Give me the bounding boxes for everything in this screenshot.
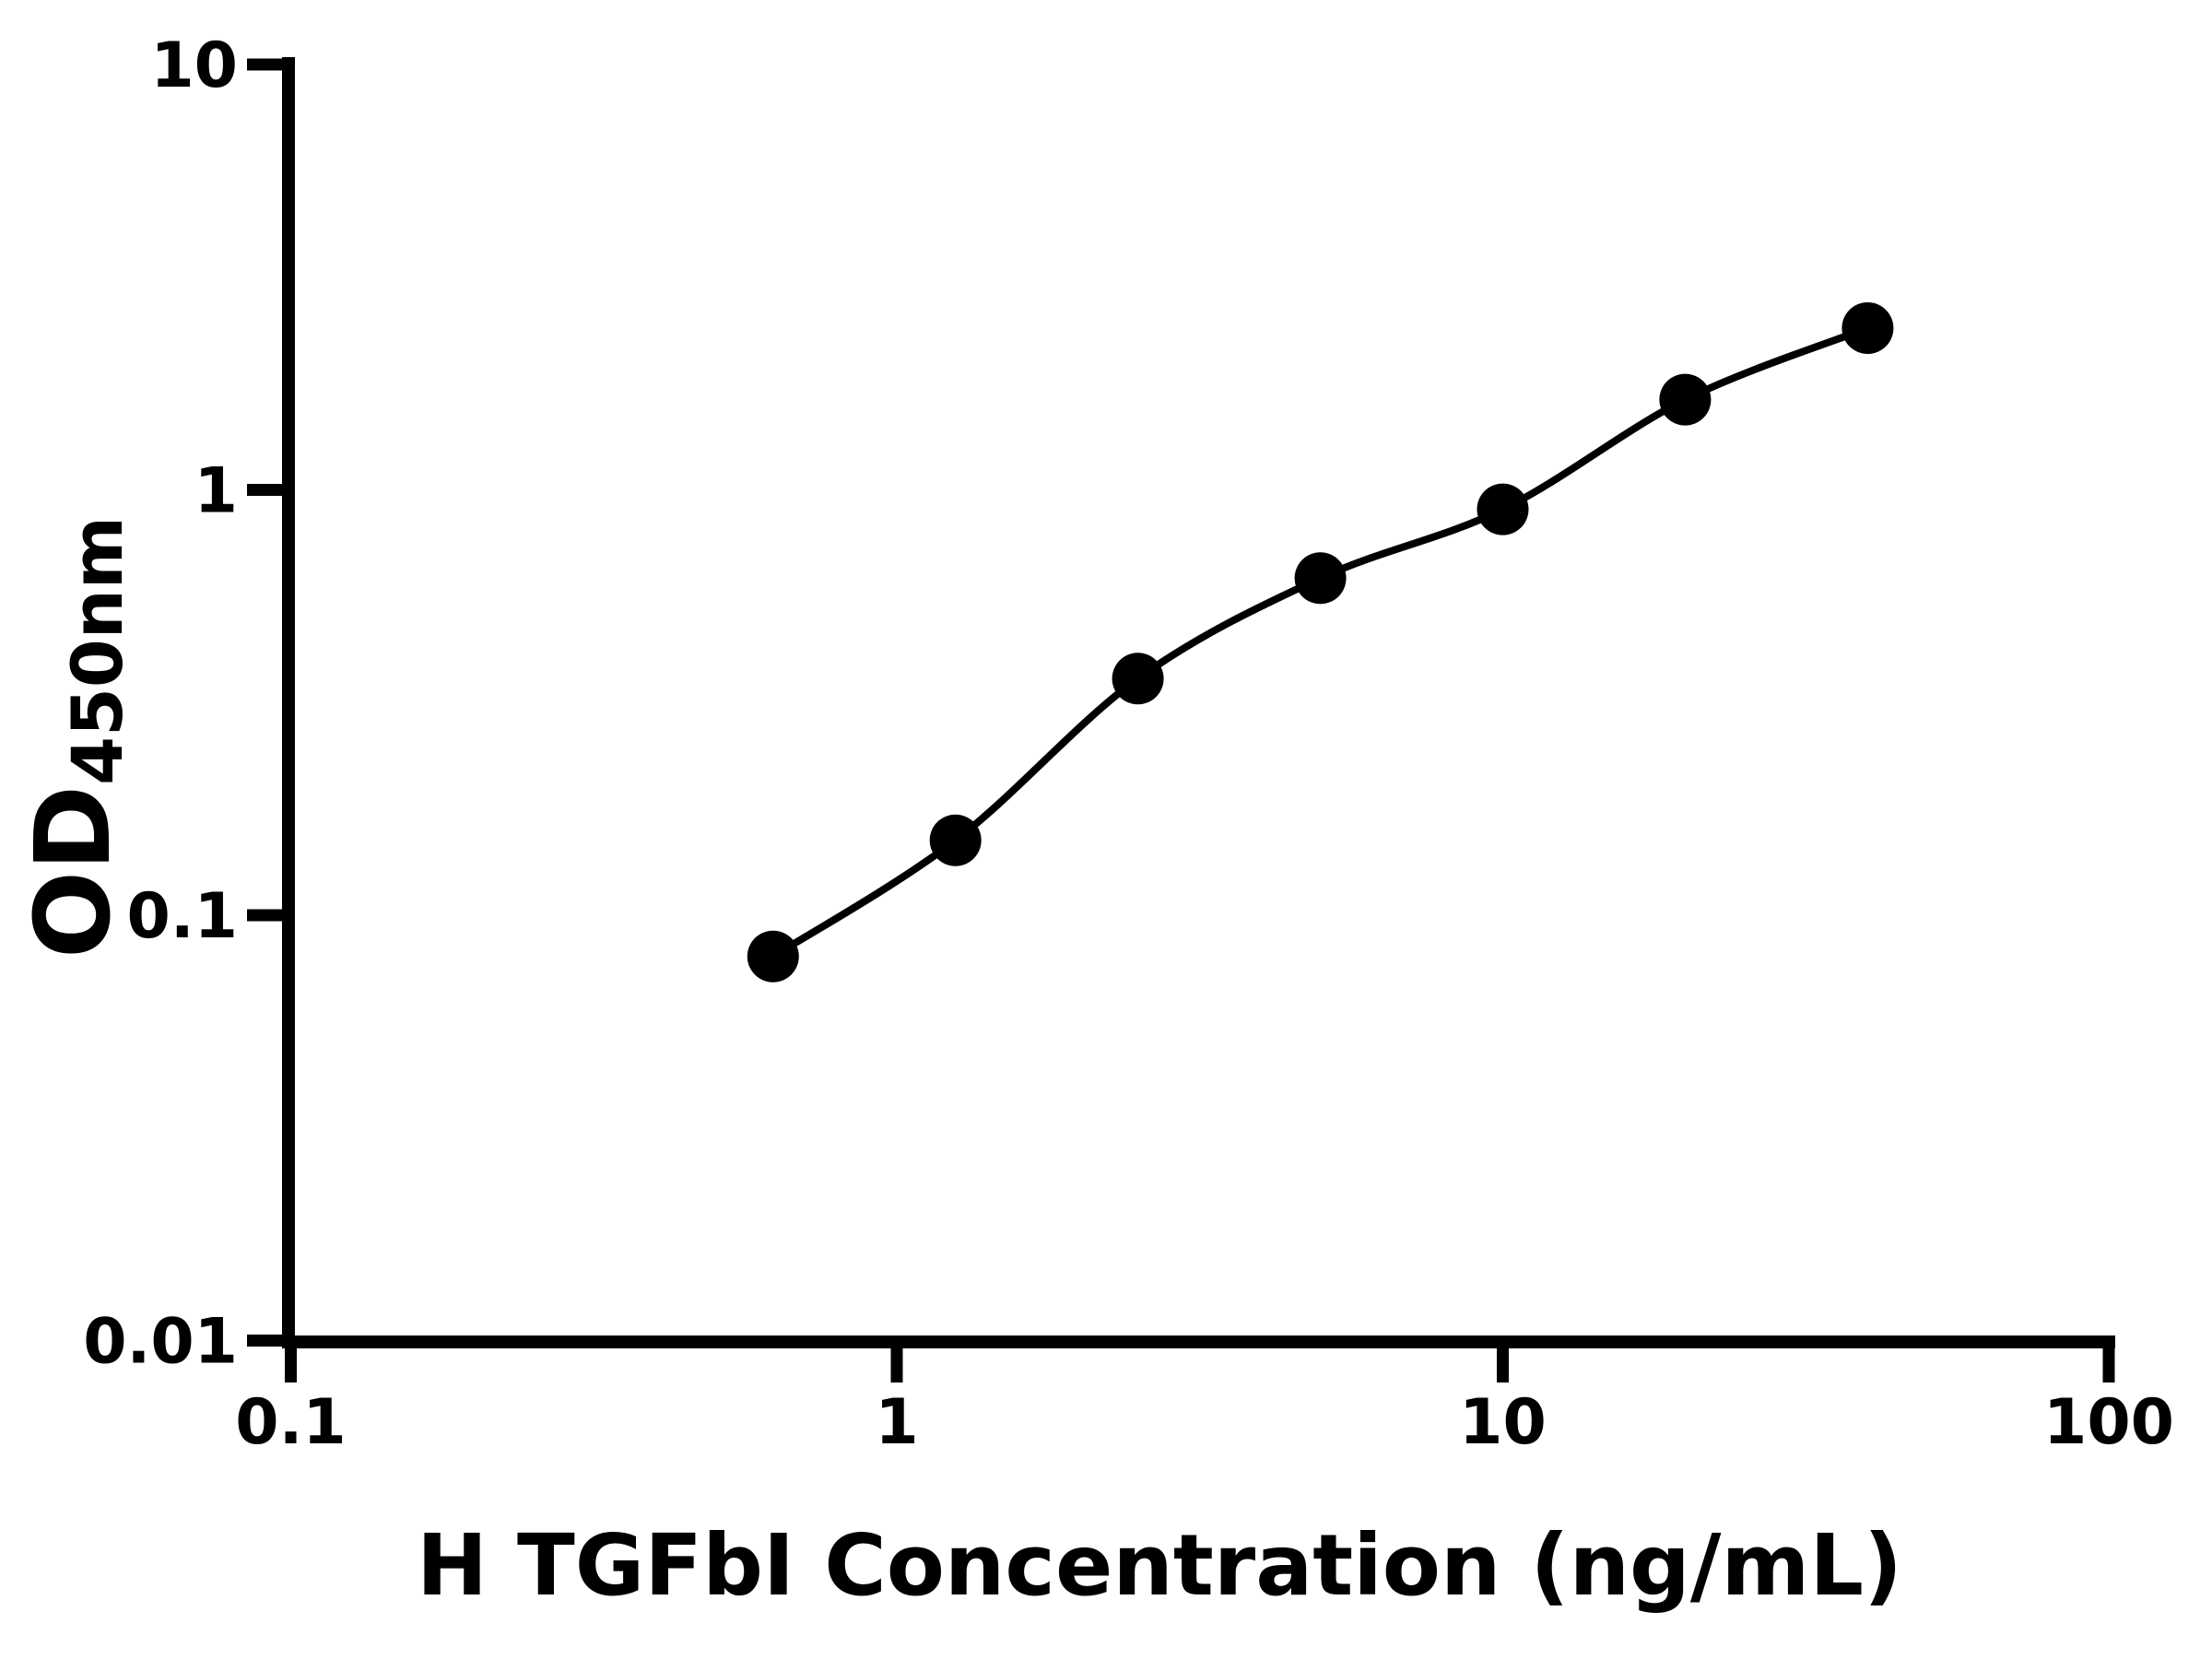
x-tick-label: 1 — [875, 1386, 918, 1459]
data-point — [1477, 483, 1529, 535]
curve-and-points — [747, 302, 1894, 982]
y-tick-label: 0.01 — [83, 1306, 238, 1379]
x-tick-label: 0.1 — [235, 1386, 346, 1459]
y-tick-label: 10 — [150, 29, 238, 102]
y-axis-title-subscript: 450nm — [56, 516, 138, 785]
y-axis-title: OD450nm — [14, 516, 138, 959]
x-axis-title: H TGFbI Concentration (ng/mL) — [417, 1516, 1902, 1615]
data-point — [929, 814, 982, 866]
y-tick-label: 0.1 — [127, 880, 238, 953]
y-tick-label: 1 — [194, 455, 238, 528]
data-point — [1659, 373, 1712, 426]
y-axis-title-main: OD — [14, 785, 134, 959]
data-point — [747, 930, 799, 982]
data-point — [1841, 302, 1894, 354]
data-point — [1112, 653, 1164, 705]
x-tick-label: 100 — [2043, 1386, 2174, 1459]
fit-curve — [771, 324, 1869, 960]
data-point — [1294, 552, 1347, 605]
x-tick-label: 10 — [1459, 1386, 1547, 1459]
